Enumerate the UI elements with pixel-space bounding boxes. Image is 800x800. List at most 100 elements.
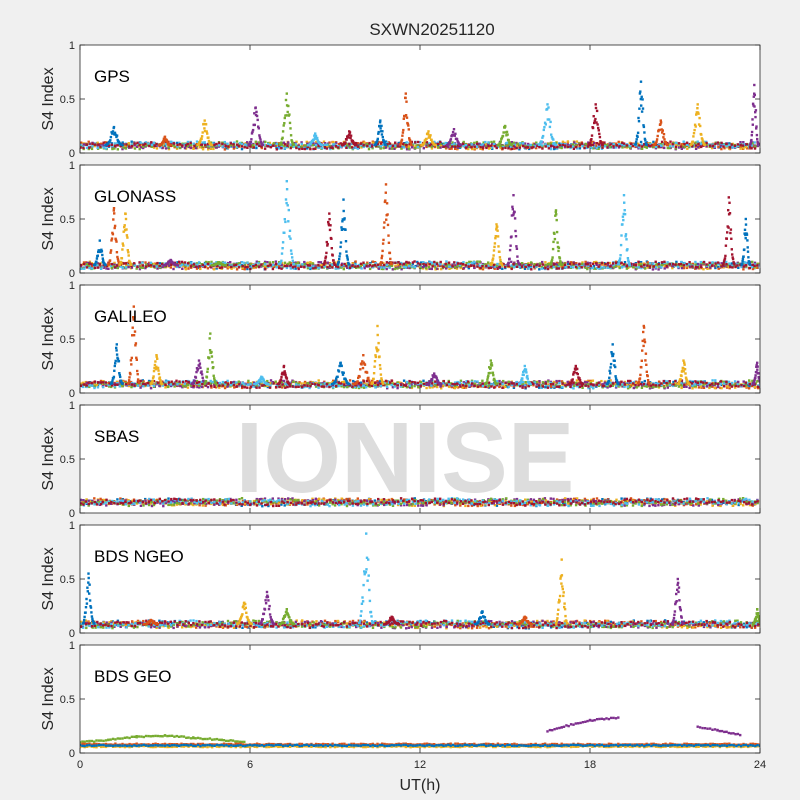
data-point [491, 257, 495, 260]
data-point [504, 385, 507, 388]
data-point [493, 267, 496, 270]
data-point [510, 267, 513, 271]
data-point [394, 261, 397, 264]
data-point [283, 231, 286, 234]
data-point [130, 146, 133, 149]
data-point [159, 146, 162, 149]
data-point [356, 147, 359, 150]
data-point [593, 119, 596, 123]
data-point [506, 144, 509, 147]
data-point [355, 142, 358, 145]
data-point [756, 144, 759, 148]
y-tick-label: 1 [69, 40, 75, 52]
data-point [666, 146, 669, 150]
data-point [495, 223, 498, 226]
data-point [513, 217, 517, 220]
data-point [609, 143, 612, 146]
data-point [384, 199, 387, 202]
data-point [382, 143, 385, 146]
data-point [694, 263, 697, 266]
data-point [281, 241, 285, 244]
data-point [329, 144, 332, 148]
data-point [708, 261, 711, 264]
data-point [102, 266, 106, 269]
data-point [384, 146, 388, 149]
data-point [597, 143, 600, 146]
data-point [660, 140, 664, 144]
data-point [255, 143, 259, 146]
data-point [341, 218, 344, 221]
data-point [561, 140, 565, 143]
data-point [123, 229, 127, 232]
data-point [204, 260, 208, 264]
data-point [621, 223, 624, 226]
data-point [501, 144, 505, 147]
data-point [560, 262, 563, 265]
data-point [595, 263, 598, 267]
data-point [449, 138, 453, 141]
data-point [170, 140, 173, 143]
data-point [127, 251, 130, 254]
data-point [416, 146, 420, 149]
data-point [569, 261, 573, 264]
data-point [755, 125, 758, 128]
data-point [169, 266, 172, 269]
data-point [727, 266, 731, 269]
data-point [662, 136, 665, 139]
data-point [572, 147, 576, 150]
data-point [180, 260, 184, 264]
data-point [411, 262, 414, 265]
data-point [468, 260, 471, 264]
data-point [513, 145, 517, 148]
data-point [311, 263, 315, 266]
data-point [144, 266, 147, 270]
data-point [344, 228, 347, 231]
data-point [699, 124, 702, 128]
data-point [121, 147, 124, 151]
data-point [492, 143, 496, 146]
data-point [642, 124, 645, 127]
data-point [728, 144, 731, 147]
data-point [518, 148, 521, 151]
data-point [142, 380, 145, 383]
data-point [453, 142, 456, 145]
data-point [553, 146, 556, 149]
data-point [535, 141, 538, 144]
data-point [380, 261, 383, 264]
data-point [377, 130, 380, 134]
data-point [561, 143, 565, 147]
data-point [264, 140, 267, 144]
data-point [479, 266, 482, 270]
data-point [391, 268, 394, 271]
data-point [287, 104, 290, 108]
data-point [694, 125, 697, 128]
data-point [294, 267, 297, 270]
data-point [244, 142, 247, 145]
data-point [512, 263, 515, 266]
data-point [614, 260, 618, 263]
data-point [561, 267, 564, 270]
data-point [591, 379, 595, 382]
data-point [575, 379, 579, 382]
data-point [122, 262, 126, 265]
data-point [155, 265, 158, 268]
data-point [601, 146, 604, 149]
data-point [331, 266, 334, 269]
data-point [527, 267, 530, 270]
data-point [592, 264, 596, 268]
data-point [224, 385, 227, 388]
data-point [150, 141, 153, 144]
data-point [326, 143, 329, 146]
data-point [355, 144, 358, 147]
data-point [115, 240, 118, 243]
data-point [569, 146, 572, 150]
data-point [111, 130, 115, 133]
y-axis-label: S4 Index [40, 67, 57, 130]
data-point [109, 249, 113, 252]
data-point [574, 265, 578, 269]
data-point [334, 141, 338, 145]
data-point [589, 145, 592, 148]
data-point [213, 268, 216, 271]
data-point [757, 143, 760, 146]
